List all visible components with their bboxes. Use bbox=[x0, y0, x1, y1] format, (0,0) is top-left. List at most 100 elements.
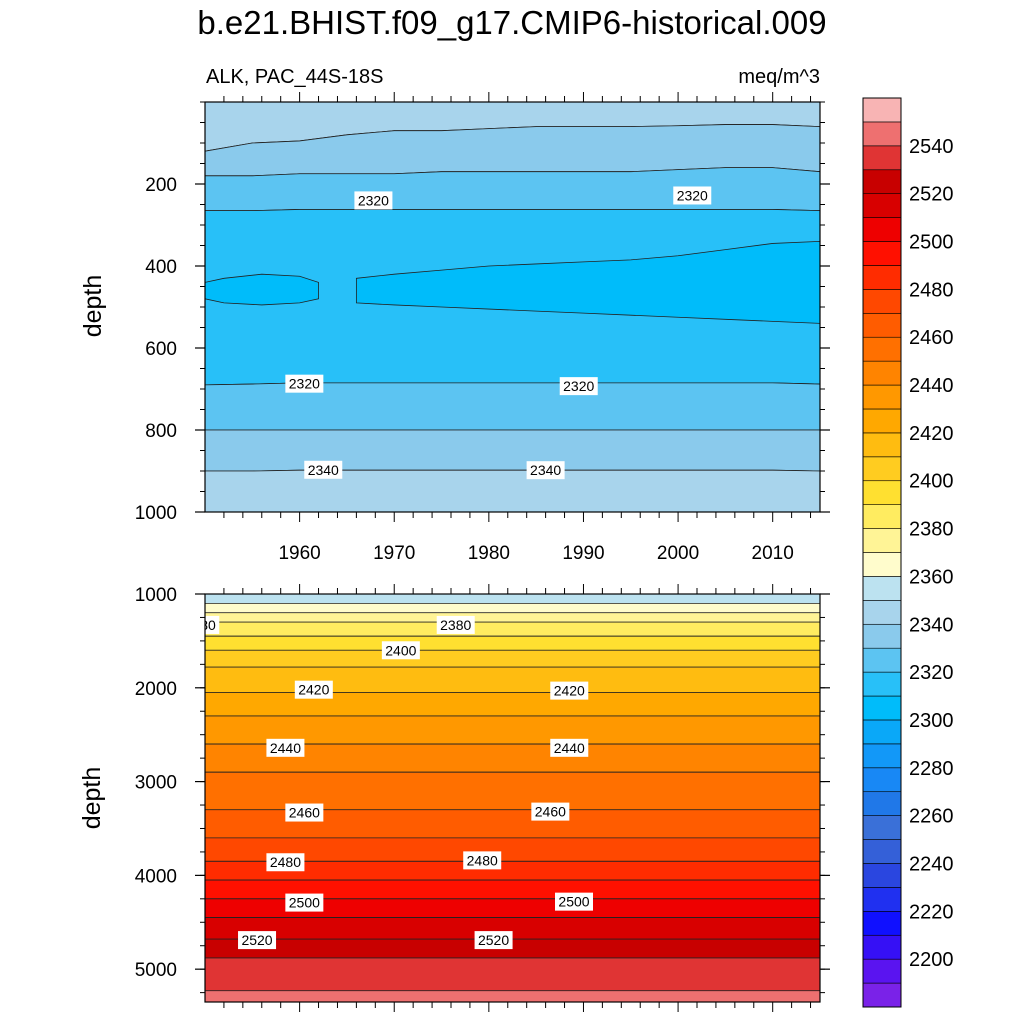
upper-contour-label-4: 2340 bbox=[308, 462, 339, 478]
colorbar-swatch-12 bbox=[862, 695, 902, 721]
x-tick-label-2: 1980 bbox=[468, 543, 510, 564]
lower-contour-label-8: 2460 bbox=[289, 805, 320, 821]
lower-y-tick-label-0: 1000 bbox=[135, 585, 177, 606]
colorbar-swatch-13 bbox=[862, 671, 902, 697]
lower-band-15 bbox=[205, 898, 820, 918]
colorbar-swatch-28 bbox=[862, 312, 902, 338]
upper-y-tick-label-4: 1000 bbox=[135, 503, 177, 524]
lower-band-7 bbox=[205, 692, 820, 717]
colorbar-tick-label-10: 2400 bbox=[909, 471, 954, 493]
colorbar-swatch-35 bbox=[862, 145, 902, 171]
colorbar-swatch-17 bbox=[862, 576, 902, 601]
lower-band-16 bbox=[205, 917, 820, 940]
colorbar-frame bbox=[862, 97, 902, 1008]
colorbar-swatch-2 bbox=[862, 934, 902, 960]
colorbar-tick-label-2: 2240 bbox=[909, 853, 954, 875]
lower-plot-frame bbox=[204, 593, 821, 1003]
lower-contour-label-box-3 bbox=[381, 641, 420, 660]
upper-band-2 bbox=[205, 167, 820, 212]
upper-y-tick-label-1: 400 bbox=[145, 257, 177, 278]
lower-contour-label-5: 2420 bbox=[554, 683, 585, 699]
lower-contour-label-12: 2500 bbox=[289, 895, 320, 911]
lower-contour-label-box-1 bbox=[436, 615, 475, 634]
lower-y-tick-label-3: 4000 bbox=[135, 866, 177, 887]
lower-band-19 bbox=[205, 990, 820, 1002]
colorbar-swatch-33 bbox=[862, 193, 902, 218]
colorbar-tick-label-6: 2320 bbox=[909, 662, 954, 684]
lower-y-tick-label-1: 2000 bbox=[135, 679, 177, 700]
colorbar-tick-label-11: 2420 bbox=[909, 423, 954, 445]
lower-band-10 bbox=[205, 771, 820, 811]
upper-contour-label-box-1 bbox=[673, 186, 712, 205]
lower-contour-label-box-15 bbox=[474, 931, 513, 950]
colorbar-swatch-4 bbox=[862, 887, 902, 912]
lower-contour-label-4: 2420 bbox=[298, 682, 329, 698]
upper-band-5 bbox=[205, 429, 820, 472]
colorbar-tick-label-1: 2220 bbox=[909, 901, 954, 923]
colorbar-swatch-16 bbox=[862, 600, 902, 625]
upper-core-0 bbox=[205, 273, 319, 306]
colorbar-swatch-37 bbox=[862, 97, 902, 123]
x-tick-label-5: 2010 bbox=[752, 543, 794, 564]
colorbar-swatch-6 bbox=[862, 839, 902, 864]
upper-core-1 bbox=[355, 240, 820, 324]
upper-y-tick-label-0: 200 bbox=[145, 175, 177, 196]
lower-band-0 bbox=[205, 594, 820, 604]
lower-contour-label-box-7 bbox=[550, 738, 589, 757]
colorbar-swatch-25 bbox=[862, 384, 902, 410]
lower-band-18 bbox=[205, 957, 820, 992]
upper-contour-label-3: 2320 bbox=[563, 378, 594, 394]
lower-band-9 bbox=[205, 743, 820, 773]
lower-y-tick-label-2: 3000 bbox=[135, 773, 177, 794]
x-tick-label-0: 1960 bbox=[278, 543, 320, 564]
upper-contour-label-box-4 bbox=[304, 460, 343, 479]
colorbar-tick-label-9: 2380 bbox=[909, 519, 954, 541]
colorbar-swatch-5 bbox=[862, 863, 902, 888]
lower-contour-label-11: 2480 bbox=[467, 852, 498, 868]
colorbar-tick-label-12: 2440 bbox=[909, 375, 954, 397]
lower-band-6 bbox=[205, 666, 820, 693]
colorbar-swatch-8 bbox=[862, 791, 902, 816]
colorbar-tick-label-5: 2300 bbox=[909, 710, 954, 732]
lower-contour-label-box-10 bbox=[266, 853, 305, 872]
lower-contour-label-box-0 bbox=[205, 615, 220, 634]
lower-contour-label-box-11 bbox=[463, 851, 502, 870]
colorbar-tick-label-7: 2340 bbox=[909, 614, 954, 636]
lower-contour-label-box-12 bbox=[285, 893, 324, 912]
lower-contour-label-7: 2440 bbox=[554, 740, 585, 756]
colorbar-swatch-9 bbox=[862, 767, 902, 793]
lower-contour-label-0: 2380 bbox=[185, 617, 216, 633]
colorbar-tick-label-3: 2260 bbox=[909, 806, 954, 828]
colorbar-swatch-10 bbox=[862, 743, 902, 769]
colorbar-tick-label-15: 2500 bbox=[909, 232, 954, 254]
lower-y-tick-label-4: 5000 bbox=[135, 960, 177, 981]
upper-contour-label-0: 2320 bbox=[358, 192, 389, 208]
lower-band-4 bbox=[205, 635, 820, 651]
x-tick-label-3: 1990 bbox=[562, 543, 604, 564]
lower-contour-label-1: 2380 bbox=[440, 617, 471, 633]
upper-y-tick-label-3: 800 bbox=[145, 421, 177, 442]
lower-depth-panel: 2380 2380 2400 2400 2420 2420 2440 2440 2460 2460… bbox=[120, 584, 830, 1012]
upper-contour-label-box-3 bbox=[559, 377, 598, 396]
colorbar: 2200 2220 2240 2260 2280 2300 2320 2340 2360 2380… bbox=[862, 97, 954, 1008]
lower-contour-label-box-13 bbox=[555, 892, 593, 911]
upper-y-tick-label-2: 600 bbox=[145, 339, 177, 360]
upper-contour-label-box-0 bbox=[354, 191, 393, 210]
lower-contour-label-10: 2480 bbox=[270, 854, 301, 870]
lower-contour-label-box-14 bbox=[238, 931, 277, 950]
lower-contour-label-2: 2400 bbox=[120, 642, 151, 658]
lower-band-14 bbox=[205, 879, 820, 900]
lower-band-8 bbox=[205, 715, 820, 745]
colorbar-swatch-19 bbox=[862, 528, 902, 553]
lower-band-5 bbox=[205, 649, 820, 668]
lower-contour-label-box-6 bbox=[266, 738, 305, 757]
lower-contour-label-13: 2500 bbox=[558, 894, 589, 910]
upper-contour-label-box-5 bbox=[526, 461, 565, 480]
upper-contour-label-1: 2320 bbox=[677, 187, 708, 203]
colorbar-swatch-21 bbox=[862, 480, 902, 505]
colorbar-swatch-20 bbox=[862, 504, 902, 529]
variable-region-subtitle: ALK, PAC_44S-18S bbox=[206, 66, 384, 88]
colorbar-swatch-23 bbox=[862, 432, 902, 458]
lower-contour-label-box-9 bbox=[531, 802, 570, 821]
